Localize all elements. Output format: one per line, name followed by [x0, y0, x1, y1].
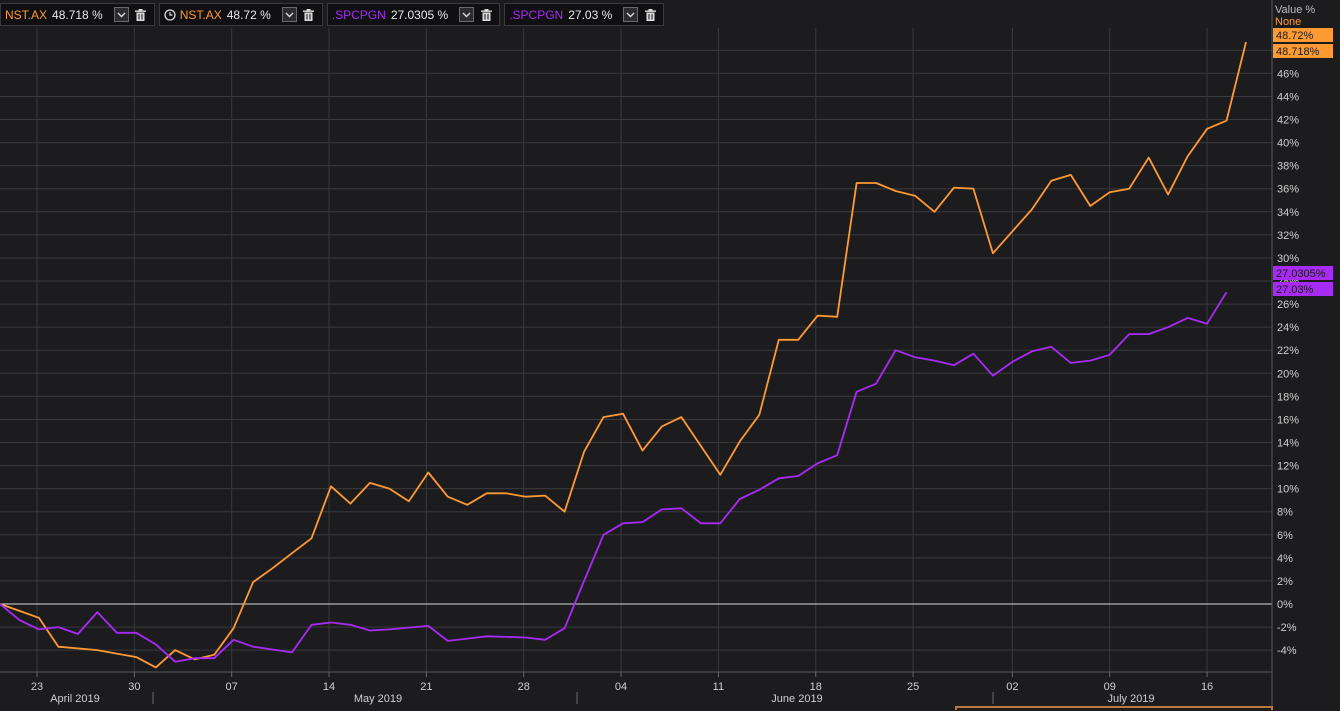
y-tick-label: 18% — [1277, 391, 1299, 403]
y-tick-label: 36% — [1277, 184, 1299, 196]
y-tick-label: 24% — [1277, 322, 1299, 334]
legend-item-spcpgn-rounded[interactable]: .SPCPGN 27.03 % — [504, 3, 665, 26]
y-tick-label: 32% — [1277, 230, 1299, 242]
x-tick-label: 09 — [1104, 681, 1116, 693]
x-tick-label: 25 — [907, 681, 919, 693]
spc-last-alt-value-tag-bg — [1273, 282, 1333, 296]
y-tick-label: 44% — [1277, 91, 1299, 103]
trash-icon[interactable] — [302, 7, 316, 22]
y-tick-label: -2% — [1277, 622, 1297, 634]
x-tick-label: 14 — [323, 681, 335, 693]
axes: 48%46%44%42%40%38%36%34%32%30%28%26%24%2… — [0, 0, 1299, 711]
legend-value: 27.03 % — [568, 7, 613, 22]
value-axis-scale[interactable]: None — [1275, 16, 1302, 28]
trash-icon[interactable] — [134, 7, 148, 22]
month-label: June 2019 — [771, 693, 822, 705]
x-tick-label: 16 — [1201, 681, 1213, 693]
trash-icon[interactable] — [643, 7, 657, 22]
legend-label: NST.AX — [179, 7, 222, 22]
x-tick-label: 18 — [810, 681, 822, 693]
y-tick-label: 0% — [1277, 599, 1293, 611]
nst-last-alt-value-tag: 48.718% — [1276, 46, 1320, 58]
legend-label: NST.AX — [5, 7, 48, 22]
y-tick-label: 22% — [1277, 345, 1299, 357]
gridlines — [0, 28, 1272, 672]
legend-item-spcpgn[interactable]: .SPCPGN 27.0305 % — [326, 3, 501, 26]
month-label: July 2019 — [1107, 693, 1154, 705]
chevron-down-icon[interactable] — [113, 7, 129, 22]
series-line-nstax[interactable] — [0, 41, 1247, 669]
spc-last-value-tag-bg — [1273, 266, 1333, 280]
chevron-down-icon[interactable] — [623, 7, 639, 22]
y-tick-label: 6% — [1277, 530, 1293, 542]
spc-last-alt-value-tag: 27.03% — [1276, 284, 1314, 296]
y-tick-label: 8% — [1277, 507, 1293, 519]
x-tick-label: 28 — [518, 681, 530, 693]
time-range-scrollbar[interactable] — [955, 706, 1273, 710]
y-tick-label: 20% — [1277, 368, 1299, 380]
legend-value: 27.0305 % — [390, 7, 449, 22]
nst-last-alt-value-tag-bg — [1273, 44, 1333, 58]
trash-icon[interactable] — [479, 7, 493, 22]
y-tick-label: 12% — [1277, 461, 1299, 473]
y-tick-label: -4% — [1277, 645, 1297, 657]
legend-label: .SPCPGN — [509, 7, 564, 22]
series-line-spcpgn[interactable] — [0, 291, 1228, 663]
y-tick-label: 14% — [1277, 438, 1299, 450]
chevron-down-icon[interactable] — [459, 7, 475, 22]
clock-icon — [164, 8, 176, 21]
y-tick-label: 42% — [1277, 115, 1299, 127]
nst-last-value-tag: 48.72% — [1276, 30, 1314, 42]
x-tick-label: 02 — [1006, 681, 1018, 693]
y-tick-label: 30% — [1277, 253, 1299, 265]
x-tick-label: 07 — [226, 681, 238, 693]
legend-item-nst-ax-live[interactable]: NST.AX 48.72 % — [158, 3, 323, 26]
chevron-down-icon[interactable] — [281, 7, 297, 22]
spc-last-value-tag: 27.0305% — [1276, 268, 1326, 280]
y-tick-label: 16% — [1277, 414, 1299, 426]
legend-label: .SPCPGN — [331, 7, 386, 22]
x-tick-label: 04 — [615, 681, 627, 693]
y-tick-label: 2% — [1277, 576, 1293, 588]
value-tags: 48.72% 48.718% 27.0305% 27.03% — [1273, 28, 1333, 296]
x-tick-label: 21 — [420, 681, 432, 693]
y-tick-label: 38% — [1277, 161, 1299, 173]
nst-last-value-tag-bg — [1273, 28, 1333, 42]
legend-value: 48.718 % — [52, 7, 103, 22]
y-tick-label: 10% — [1277, 484, 1299, 496]
legend-bar: NST.AX 48.718 % NST.AX 48.72 % .SPCPGN 2… — [0, 3, 665, 26]
legend-item-nst-ax[interactable]: NST.AX 48.718 % — [0, 3, 155, 26]
value-axis-header: Value % None — [1275, 4, 1315, 28]
y-tick-label: 40% — [1277, 138, 1299, 150]
y-tick-label: 46% — [1277, 68, 1299, 80]
value-axis-title: Value % — [1275, 4, 1316, 16]
series-lines — [0, 41, 1247, 669]
y-tick-label: 26% — [1277, 299, 1299, 311]
x-tick-label: 23 — [31, 681, 43, 693]
month-label: May 2019 — [354, 693, 402, 705]
legend-value: 48.72 % — [226, 7, 271, 22]
y-tick-label: 4% — [1277, 553, 1293, 565]
x-tick-label: 30 — [128, 681, 140, 693]
x-tick-label: 11 — [713, 681, 724, 693]
month-label: April 2019 — [50, 693, 100, 705]
y-tick-label: 34% — [1277, 207, 1299, 219]
